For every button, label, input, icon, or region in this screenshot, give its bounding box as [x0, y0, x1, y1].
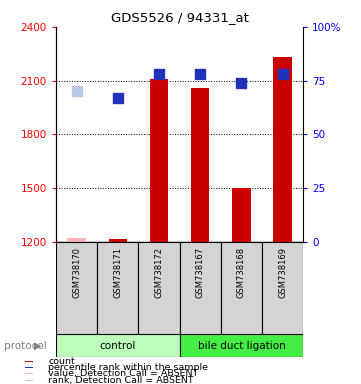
Bar — [191, 88, 209, 242]
Bar — [221, 242, 262, 334]
Bar — [180, 242, 221, 334]
Bar — [25, 367, 33, 368]
Text: percentile rank within the sample: percentile rank within the sample — [48, 363, 208, 372]
Text: control: control — [100, 341, 136, 351]
Point — [239, 80, 244, 86]
Bar — [25, 380, 33, 381]
Text: GSM738170: GSM738170 — [72, 247, 81, 298]
Title: GDS5526 / 94331_at: GDS5526 / 94331_at — [111, 11, 248, 24]
Point — [74, 88, 79, 94]
Bar — [150, 79, 168, 242]
Text: GSM738171: GSM738171 — [113, 247, 122, 298]
Bar — [262, 242, 303, 334]
Bar — [273, 57, 292, 242]
Bar — [25, 361, 33, 362]
Text: ▶: ▶ — [34, 341, 41, 351]
Text: protocol: protocol — [4, 341, 46, 351]
Text: count: count — [48, 357, 75, 366]
Text: GSM738169: GSM738169 — [278, 247, 287, 298]
Point — [197, 71, 203, 77]
Text: value, Detection Call = ABSENT: value, Detection Call = ABSENT — [48, 369, 199, 378]
Bar — [138, 242, 180, 334]
Bar — [56, 334, 180, 357]
Bar — [109, 239, 127, 242]
Text: rank, Detection Call = ABSENT: rank, Detection Call = ABSENT — [48, 376, 194, 384]
Bar — [97, 242, 138, 334]
Text: GSM738168: GSM738168 — [237, 247, 246, 298]
Bar — [180, 334, 303, 357]
Point — [280, 71, 286, 77]
Bar — [56, 242, 97, 334]
Text: GSM738167: GSM738167 — [196, 247, 205, 298]
Bar — [232, 188, 251, 242]
Point — [156, 71, 162, 77]
Text: GSM738172: GSM738172 — [155, 247, 164, 298]
Bar — [25, 373, 33, 374]
Bar — [67, 238, 86, 242]
Text: bile duct ligation: bile duct ligation — [197, 341, 285, 351]
Point — [115, 95, 121, 101]
